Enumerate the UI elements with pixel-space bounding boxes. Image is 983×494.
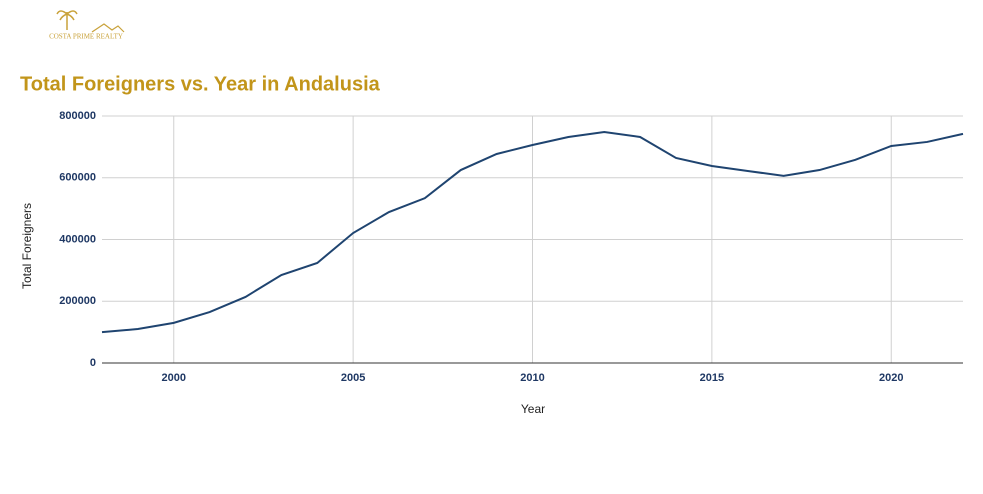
x-axis-label: Year [521, 402, 545, 416]
chart-title: Total Foreigners vs. Year in Andalusia [20, 73, 381, 95]
logo: COSTA PRIME REALTY [49, 10, 125, 41]
logo-palm [56, 10, 78, 30]
y-tick-label: 600000 [59, 172, 96, 184]
logo-roof [91, 23, 125, 33]
x-tick-label: 2005 [341, 372, 365, 384]
x-tick-label: 2000 [162, 372, 186, 384]
x-tick-label: 2015 [700, 372, 724, 384]
y-tick-label: 400000 [59, 233, 96, 245]
y-tick-label: 0 [90, 357, 96, 369]
y-tick-label: 200000 [59, 295, 96, 307]
y-axis-label: Total Foreigners [20, 203, 34, 289]
x-tick-label: 2010 [520, 372, 544, 384]
y-tick-label: 800000 [59, 110, 96, 122]
logo-brand: COSTA PRIME REALTY [49, 33, 123, 41]
data-line [101, 131, 964, 334]
x-tick-label: 2020 [879, 372, 903, 384]
